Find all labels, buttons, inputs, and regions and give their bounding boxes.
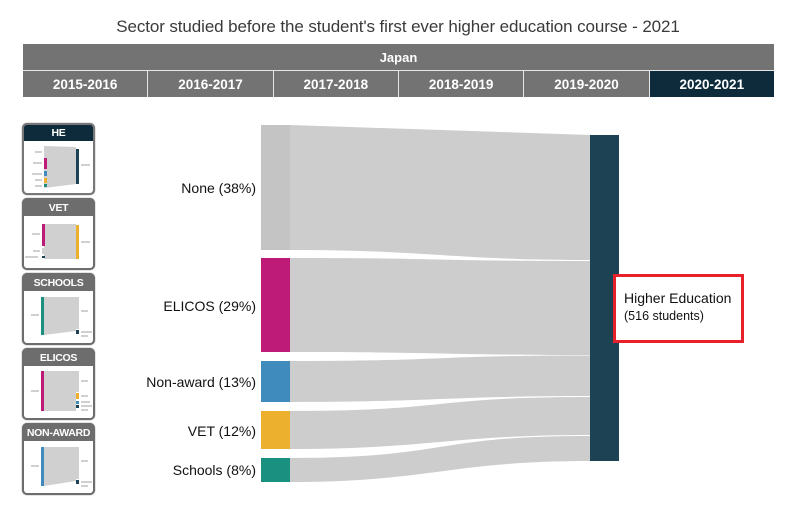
flow-non-award[interactable] [290,355,590,403]
flow-none[interactable] [290,125,590,260]
node-non-award[interactable] [261,361,290,402]
chart-title: Sector studied before the student's firs… [116,17,680,36]
target-student-count: (516 students) [624,309,704,323]
thumb-preview-non-award [24,441,93,493]
node-elicos[interactable] [261,258,290,352]
thumb-schools[interactable]: SCHOOLS [22,273,95,345]
node-none[interactable] [261,125,290,250]
thumb-label: SCHOOLS [33,277,84,289]
flow-elicos[interactable] [290,258,590,355]
thumb-label: VET [48,202,69,214]
country-header: Japan [23,44,774,70]
thumb-preview-vet [24,216,93,268]
thumb-vet[interactable]: VET [22,198,95,270]
thumb-preview-he [24,141,93,193]
label-schools: Schools (8%) [172,462,256,478]
thumb-preview-schools [24,291,93,343]
year-tabs: 2015-2016 2016-2017 2017-2018 2018-2019 … [23,70,774,97]
node-schools[interactable] [261,458,290,482]
thumb-elicos[interactable]: ELICOS [22,348,95,420]
higher-education-highlight: Higher Education (516 students) [613,274,744,343]
thumb-label: HE [51,127,66,139]
thumb-he[interactable]: HE [22,123,95,195]
label-non-award: Non-award (13%) [146,374,256,390]
tab-2018-2019[interactable]: 2018-2019 [397,70,524,97]
flow-schools[interactable] [290,436,590,482]
node-vet[interactable] [261,411,290,449]
label-vet: VET (12%) [187,423,256,439]
label-none: None (38%) [181,180,256,196]
sector-thumbnails: HE VET SCHOOLS [22,123,95,498]
thumb-preview-elicos [24,366,93,418]
label-elicos: ELICOS (29%) [163,298,256,314]
tab-2015-2016[interactable]: 2015-2016 [23,70,148,97]
flow-vet[interactable] [290,397,590,449]
sankey-flows [290,125,590,482]
tab-2016-2017[interactable]: 2016-2017 [147,70,273,97]
tab-2020-2021[interactable]: 2020-2021 [648,70,774,97]
tab-2017-2018[interactable]: 2017-2018 [272,70,398,97]
tab-2019-2020[interactable]: 2019-2020 [523,70,649,97]
thumb-non-award[interactable]: NON-AWARD [22,423,95,495]
thumb-label: ELICOS [39,352,78,364]
target-label: Higher Education [624,290,732,306]
thumb-label: NON-AWARD [26,427,91,439]
